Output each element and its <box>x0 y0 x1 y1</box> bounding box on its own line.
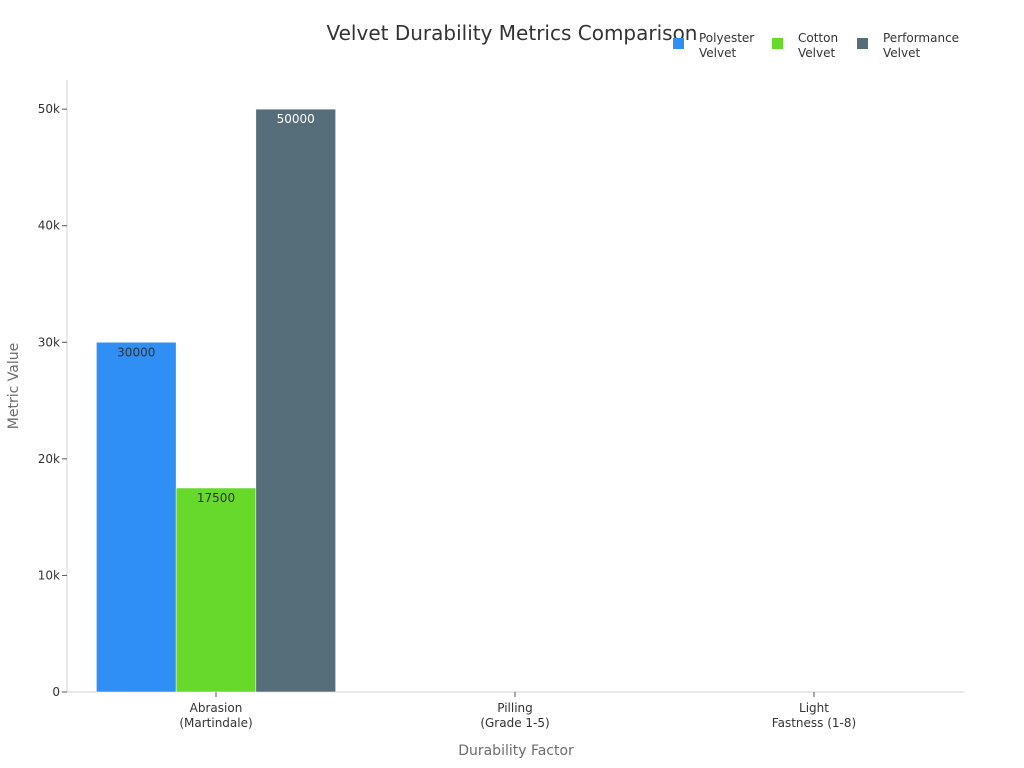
y-tick-label: 10k <box>38 568 60 582</box>
chart-title: Velvet Durability Metrics Comparison <box>327 21 698 45</box>
bar-labels: 30000 17500 50000 <box>117 112 315 505</box>
legend-swatch <box>772 38 783 49</box>
legend-label: Polyester Velvet <box>699 31 754 60</box>
bars <box>96 108 336 693</box>
legend-item: Polyester Velvet <box>673 31 754 60</box>
bar <box>255 108 336 693</box>
bar <box>96 342 177 693</box>
legend-label: Performance Velvet <box>883 31 959 60</box>
bar <box>175 487 257 693</box>
x-tick-label: Pilling (Grade 1-5) <box>480 701 549 730</box>
chart-title-group: Velvet Durability Metrics Comparison <box>327 21 698 45</box>
legend-swatch <box>857 38 868 49</box>
y-tick-label: 50k <box>38 102 60 116</box>
x-axis-title: Durability Factor <box>458 743 574 759</box>
bar-value-label: 17500 <box>197 491 235 505</box>
legend-item: Performance Velvet <box>857 31 959 60</box>
x-tick-label: Light Fastness (1-8) <box>772 701 856 730</box>
y-tick-label: 30k <box>38 335 60 349</box>
bar-value-label: 50000 <box>277 112 315 126</box>
legend-label: Cotton Velvet <box>798 31 838 60</box>
bar-value-label: 30000 <box>117 345 155 359</box>
legend-item: Cotton Velvet <box>772 31 838 60</box>
x-tick-label: Abrasion (Martindale) <box>179 701 252 730</box>
y-tick-label: 0 <box>52 685 60 699</box>
legend-swatch <box>673 38 684 49</box>
axes: 0 10k 20k 30k 40k 50k Abrasion (Martindale) Pill… <box>38 80 964 730</box>
y-axis-title: Metric Value <box>6 343 22 429</box>
legend: Polyester Velvet Cotton Velvet Performance Ve… <box>673 31 959 60</box>
y-tick-label: 20k <box>38 452 60 466</box>
y-tick-label: 40k <box>38 219 60 233</box>
